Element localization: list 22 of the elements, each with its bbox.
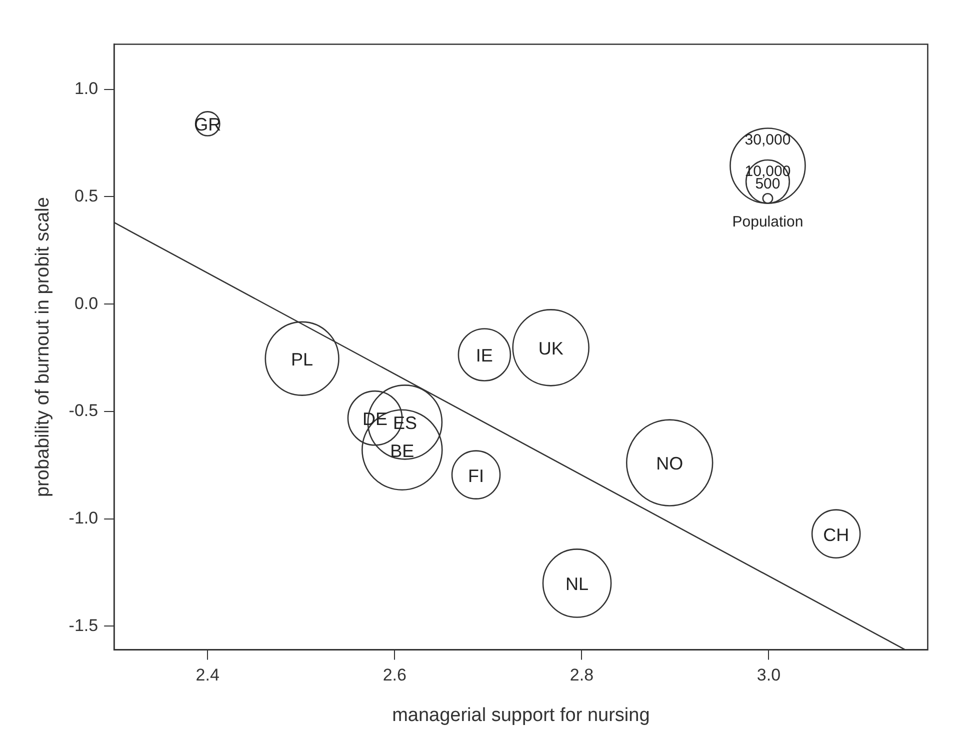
y-tick-label: 1.0 <box>74 79 98 98</box>
x-tick-label: 2.8 <box>570 666 594 685</box>
x-tick-label: 2.6 <box>382 666 406 685</box>
x-axis-title: managerial support for nursing <box>392 704 650 726</box>
data-label: NO <box>656 454 684 474</box>
x-tick-label: 3.0 <box>756 666 781 685</box>
legend-label: 30,000 <box>744 131 791 148</box>
data-label: BE <box>390 440 414 461</box>
x-tick-label: 2.4 <box>196 666 220 685</box>
data-label: IE <box>476 346 493 366</box>
y-tick-label: -0.5 <box>68 401 98 420</box>
data-label: UK <box>538 338 564 359</box>
data-label: CH <box>823 524 850 545</box>
y-tick-label: 0.5 <box>74 186 98 206</box>
data-label: PL <box>291 350 314 370</box>
y-axis-title: probability of burnout in probit scale <box>32 197 54 498</box>
legend-title: Population <box>732 213 804 230</box>
y-tick-label: -1.5 <box>68 616 98 635</box>
y-tick-label: -1.0 <box>68 508 98 528</box>
data-label: FI <box>468 466 484 486</box>
y-tick-label: 0.0 <box>74 294 98 313</box>
data-label: NL <box>566 574 589 594</box>
